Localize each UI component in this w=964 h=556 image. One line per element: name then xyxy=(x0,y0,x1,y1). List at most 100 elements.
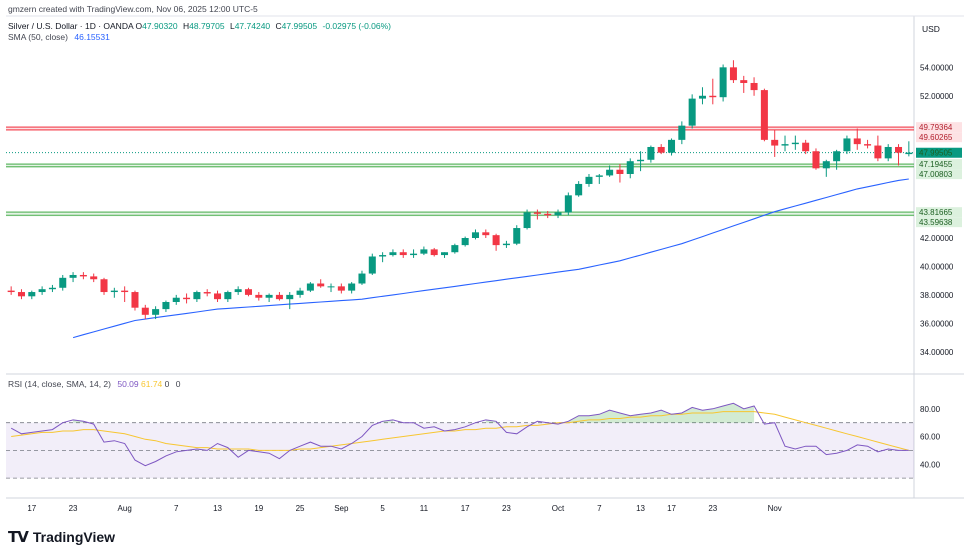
candle-body-40 xyxy=(420,249,428,254)
candle-body-15 xyxy=(162,302,170,310)
candle-body-3 xyxy=(38,289,46,293)
price-label-box-1 xyxy=(916,132,962,143)
price-label-box-3 xyxy=(916,159,962,170)
candle-body-36 xyxy=(379,255,387,257)
candle-body-73 xyxy=(760,90,768,140)
time-tick-label-4: 13 xyxy=(213,504,222,513)
close-label: C xyxy=(275,21,282,31)
candle-body-57 xyxy=(595,175,603,177)
time-tick-label-17: Nov xyxy=(768,504,782,513)
price-tick-label-1: 36.00000 xyxy=(920,319,954,328)
low-label: L xyxy=(229,21,235,31)
candle-body-8 xyxy=(90,276,98,280)
candle-body-87 xyxy=(905,152,913,155)
time-tick-label-2: Aug xyxy=(118,504,132,513)
rsi-overbought-fill-4 xyxy=(568,403,755,423)
candle-body-2 xyxy=(28,292,36,297)
price-label-box-0 xyxy=(916,122,962,133)
zone-support-1 xyxy=(6,163,914,168)
candle-body-19 xyxy=(203,292,211,294)
price-tick-label-4: 42.00000 xyxy=(920,234,954,243)
candle-body-37 xyxy=(389,252,397,256)
candle-body-47 xyxy=(492,235,500,246)
credit-text: gmzern created with TradingView.com, Nov… xyxy=(8,4,258,14)
candle-body-83 xyxy=(864,144,872,146)
candle-body-4 xyxy=(48,287,56,290)
time-tick-label-7: Sep xyxy=(334,504,349,513)
time-tick-label-13: 7 xyxy=(597,504,602,513)
candle-body-31 xyxy=(327,286,335,288)
rsi-label: RSI (14, close, SMA, 14, 2) xyxy=(8,379,111,389)
candle-body-74 xyxy=(771,139,779,146)
zone-resistance-0 xyxy=(6,126,914,131)
price-label-5: 43.81665 xyxy=(919,208,953,217)
candle-body-71 xyxy=(740,80,748,83)
candle-body-60 xyxy=(626,161,634,174)
price-tick-label-2: 38.00000 xyxy=(920,291,954,300)
rsi-value: 50.09 xyxy=(117,379,139,389)
candle-body-23 xyxy=(244,289,252,295)
price-tick-label-5: 52.00000 xyxy=(920,92,954,101)
candle-body-61 xyxy=(637,159,645,162)
candle-body-6 xyxy=(69,274,77,278)
candle-body-54 xyxy=(564,195,572,213)
candle-body-0 xyxy=(7,290,15,293)
candle-body-86 xyxy=(895,146,903,153)
candle-body-82 xyxy=(853,138,861,145)
candle-body-46 xyxy=(482,232,490,236)
time-tick-label-0: 17 xyxy=(27,504,36,513)
sma-legend: SMA (50, close) 46.15531 xyxy=(8,32,110,42)
candle-body-77 xyxy=(802,142,810,152)
price-tick-label-3: 40.00000 xyxy=(920,262,954,271)
candle-body-72 xyxy=(750,82,758,91)
candle-body-20 xyxy=(214,293,222,300)
candle-body-84 xyxy=(874,145,882,159)
candle-body-27 xyxy=(286,294,294,300)
time-tick-label-12: Oct xyxy=(552,504,565,513)
candle-body-59 xyxy=(616,169,624,174)
time-tick-label-3: 7 xyxy=(174,504,179,513)
price-label-box-2 xyxy=(916,147,962,158)
candle-body-11 xyxy=(121,290,129,293)
price-label-3: 47.19455 xyxy=(919,160,953,169)
candle-body-55 xyxy=(575,183,583,196)
rsi-sma-line xyxy=(11,411,909,451)
sma-value: 46.15531 xyxy=(74,32,110,42)
candle-body-64 xyxy=(668,139,676,153)
candle-body-33 xyxy=(348,283,356,291)
candle-body-48 xyxy=(502,243,510,246)
candle-body-58 xyxy=(606,169,614,176)
price-label-box-4 xyxy=(916,169,962,180)
currency-label: USD xyxy=(922,24,940,34)
candle-body-28 xyxy=(296,290,304,295)
sma-label: SMA (50, close) xyxy=(8,32,68,42)
candle-body-12 xyxy=(131,292,139,308)
candle-body-62 xyxy=(647,146,655,160)
candle-body-5 xyxy=(59,277,67,288)
candle-body-39 xyxy=(410,253,418,256)
change-value: -0.02975 (-0.06%) xyxy=(322,21,392,31)
candle-body-53 xyxy=(554,212,562,216)
rsi-legend: RSI (14, close, SMA, 14, 2) 50.09 61.74 … xyxy=(8,379,185,389)
candle-body-26 xyxy=(275,294,283,300)
candle-body-78 xyxy=(812,151,820,169)
candle-body-43 xyxy=(451,245,459,253)
candle-body-52 xyxy=(544,213,552,216)
price-label-0: 49.79364 xyxy=(919,123,953,132)
candle-body-49 xyxy=(513,228,521,244)
time-tick-label-10: 17 xyxy=(461,504,470,513)
high-value: 48.79705 xyxy=(189,21,225,31)
candle-body-70 xyxy=(729,67,737,81)
rsi-sma-value: 61.74 xyxy=(141,379,163,389)
tradingview-logo-icon: TV xyxy=(8,528,29,546)
candle-body-51 xyxy=(533,212,541,214)
rsi-extra-1: 0 xyxy=(164,379,170,389)
tradingview-logo[interactable]: TV TradingView xyxy=(8,528,115,546)
candle-body-68 xyxy=(709,95,717,98)
sma-50-line xyxy=(72,178,909,339)
candle-body-85 xyxy=(884,146,892,159)
candle-body-42 xyxy=(441,252,449,256)
candle-body-22 xyxy=(234,289,242,293)
price-label-box-5 xyxy=(916,207,962,218)
